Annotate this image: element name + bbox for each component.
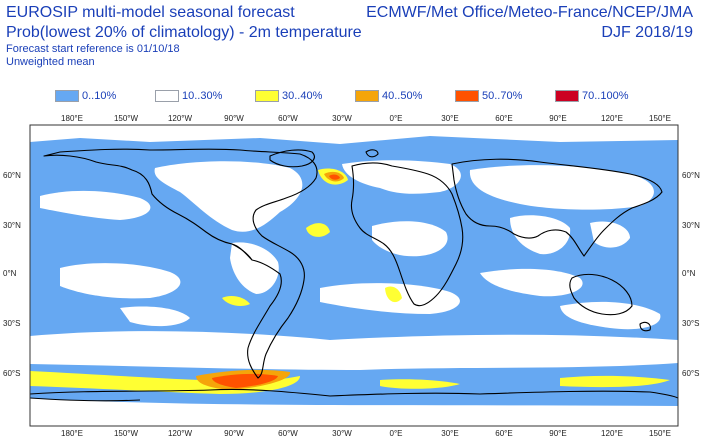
- lon-label: 120°E: [601, 114, 623, 123]
- weighting-note: Unweighted mean: [6, 56, 95, 68]
- lon-label: 150°W: [114, 114, 139, 123]
- legend-label: 50..70%: [482, 90, 523, 102]
- probability-region-10-30: [30, 125, 678, 426]
- lon-label: 150°E: [649, 429, 671, 438]
- legend-label: 10..30%: [182, 90, 223, 102]
- forecast-reference: Forecast start reference is 01/10/18: [6, 43, 180, 55]
- lat-label: 60°S: [682, 369, 699, 378]
- latitude-labels-right: 60°N 30°N 0°N 30°S 60°S: [682, 171, 700, 378]
- lon-label: 30°W: [332, 114, 352, 123]
- lat-label: 60°N: [682, 171, 700, 180]
- lon-label: 120°W: [168, 114, 193, 123]
- lon-label: 0°E: [390, 114, 403, 123]
- lon-label: 180°E: [61, 114, 83, 123]
- map-frame: [29, 124, 679, 427]
- header-left: EUROSIP multi-model seasonal forecast Pr…: [6, 3, 362, 69]
- lon-label: 90°E: [549, 114, 566, 123]
- legend-item: 50..70%: [455, 89, 522, 103]
- lon-label: 30°E: [441, 114, 458, 123]
- lon-label: 60°W: [278, 429, 298, 438]
- legend-label: 0..10%: [82, 90, 117, 102]
- longitude-labels-bottom: 180°E 150°W 120°W 90°W 60°W 30°W 0°E 30°…: [61, 429, 671, 438]
- legend-item: 30..40%: [255, 89, 322, 103]
- longitude-labels-top: 180°E 150°W 120°W 90°W 60°W 30°W 0°E 30°…: [61, 114, 671, 123]
- legend-swatch: [255, 90, 279, 102]
- legend-swatch: [355, 90, 379, 102]
- legend-label: 30..40%: [282, 90, 323, 102]
- map-svg: 180°E 150°W 120°W 90°W 60°W 30°W 0°E 30°…: [3, 114, 700, 438]
- lon-label: 90°W: [224, 429, 244, 438]
- lat-label: 60°N: [3, 171, 21, 180]
- probability-legend: 0..10% 10..30% 30..40% 40..50% 50..70% 7…: [0, 89, 707, 103]
- lon-label: 30°E: [441, 429, 458, 438]
- lon-label: 150°E: [649, 114, 671, 123]
- lon-label: 150°W: [114, 429, 139, 438]
- legend-swatch: [55, 90, 79, 102]
- legend-label: 70..100%: [582, 90, 629, 102]
- lat-label: 30°N: [682, 221, 700, 230]
- legend-item: 40..50%: [355, 89, 422, 103]
- season-label: DJF 2018/19: [601, 24, 693, 41]
- probability-region-50-70: [212, 174, 340, 388]
- lat-label: 30°S: [682, 319, 699, 328]
- legend-item: 0..10%: [55, 89, 116, 103]
- lon-label: 180°E: [61, 429, 83, 438]
- lat-label: 0°N: [682, 269, 696, 278]
- legend-item: 10..30%: [155, 89, 222, 103]
- lon-label: 60°E: [495, 429, 512, 438]
- title-line-1: EUROSIP multi-model seasonal forecast: [6, 4, 295, 21]
- centres-label: ECMWF/Met Office/Meteo-France/NCEP/JMA: [366, 4, 693, 21]
- lat-label: 0°N: [3, 269, 17, 278]
- latitude-labels-left: 60°N 30°N 0°N 30°S 60°S: [3, 171, 21, 378]
- header-right: ECMWF/Met Office/Meteo-France/NCEP/JMA D…: [366, 3, 693, 43]
- legend-item: 70..100%: [555, 89, 628, 103]
- lat-label: 30°S: [3, 319, 20, 328]
- lon-label: 90°W: [224, 114, 244, 123]
- lon-label: 60°E: [495, 114, 512, 123]
- lon-label: 120°W: [168, 429, 193, 438]
- legend-label: 40..50%: [382, 90, 423, 102]
- legend-swatch: [555, 90, 579, 102]
- lon-label: 30°W: [332, 429, 352, 438]
- lat-label: 60°S: [3, 369, 20, 378]
- title-line-2: Prob(lowest 20% of climatology) - 2m tem…: [6, 24, 362, 41]
- lon-label: 0°E: [390, 429, 403, 438]
- lon-label: 60°W: [278, 114, 298, 123]
- world-map: 180°E 150°W 120°W 90°W 60°W 30°W 0°E 30°…: [0, 108, 707, 439]
- lat-label: 30°N: [3, 221, 21, 230]
- lon-label: 120°E: [601, 429, 623, 438]
- lon-label: 90°E: [549, 429, 566, 438]
- legend-swatch: [155, 90, 179, 102]
- legend-swatch: [455, 90, 479, 102]
- coastlines: [29, 148, 679, 402]
